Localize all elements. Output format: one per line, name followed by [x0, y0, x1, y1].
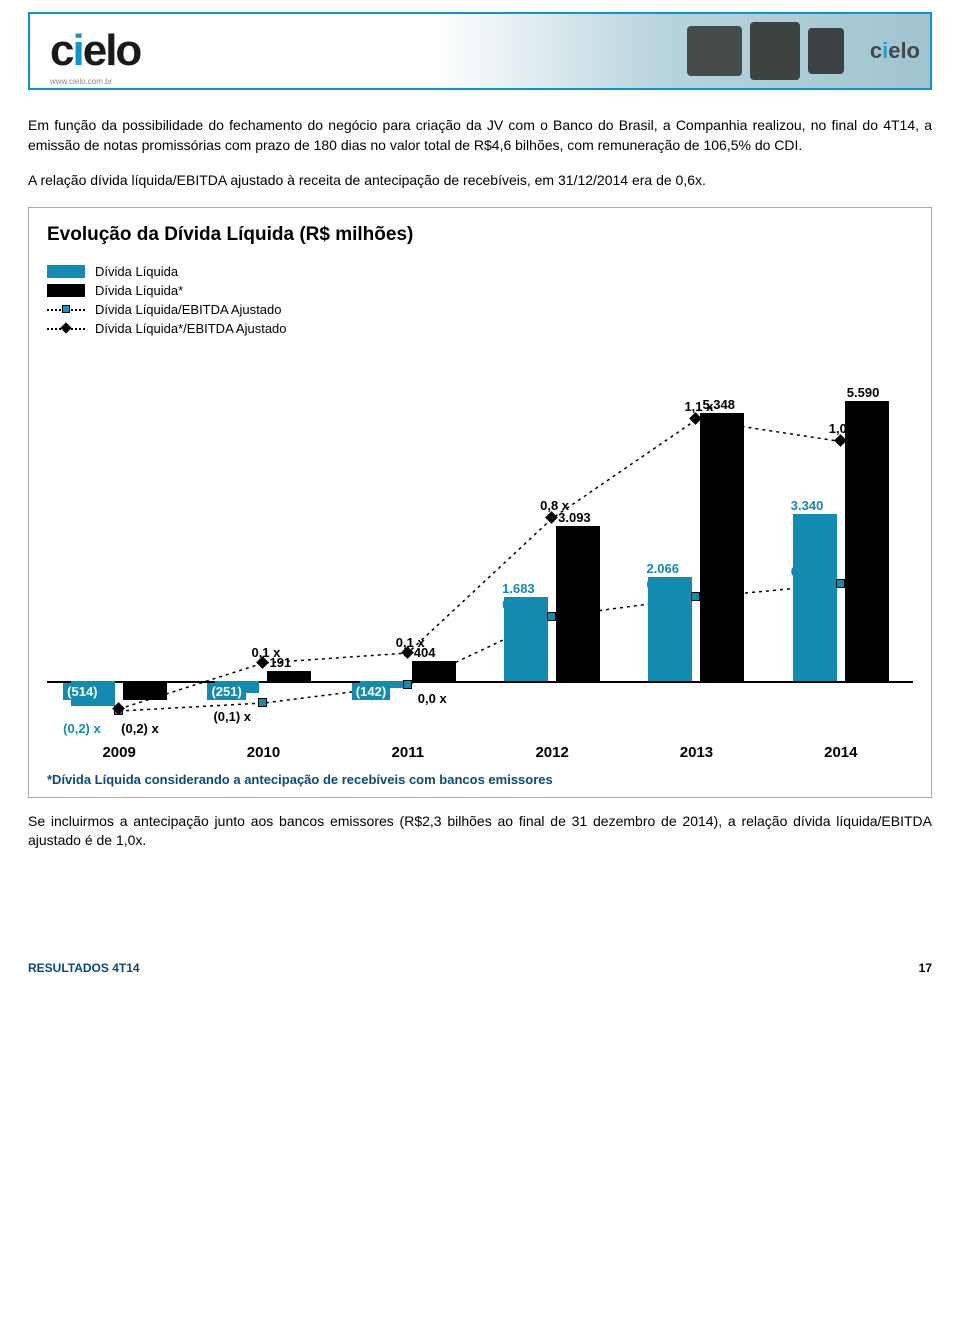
logo: cielo	[30, 26, 140, 76]
ratio-marker-square	[547, 612, 556, 621]
bar-value-label: 1.683	[502, 581, 535, 596]
legend-swatch	[47, 284, 85, 297]
chart-column: (251)191(0,1) x0,1 x	[191, 346, 335, 744]
bar-divida-liquida-star	[412, 661, 456, 681]
chart-container: Evolução da Dívida Líquida (R$ milhões) …	[28, 207, 932, 798]
paragraph: A relação dívida líquida/EBITDA ajustado…	[28, 171, 932, 191]
tablet-icon	[687, 26, 742, 76]
logo-text: elo	[83, 26, 141, 75]
bar-value-label: (251)	[207, 683, 245, 700]
legend-swatch	[47, 265, 85, 278]
chart-column: 2.0665.3480,4 x1,1 x	[624, 346, 768, 744]
legend-swatch	[47, 322, 85, 335]
ratio-marker-square	[691, 592, 700, 601]
logo-text-accent: i	[72, 26, 82, 75]
ratio-label: 0,6 x	[791, 564, 820, 579]
bar-value-label: (514)	[63, 683, 101, 700]
chart-title: Evolução da Dívida Líquida (R$ milhões)	[47, 224, 913, 246]
chart-column: 1.6833.0930,4 x0,8 x	[480, 346, 624, 744]
x-axis-labels: 200920102011201220132014	[47, 744, 913, 761]
year-label: 2013	[624, 744, 768, 761]
year-label: 2011	[336, 744, 480, 761]
year-label: 2010	[191, 744, 335, 761]
bar-value-label: (392)	[125, 683, 155, 698]
legend-item: Dívida Líquida*	[47, 283, 913, 298]
logo-text: c	[50, 26, 72, 75]
bar-value-label: 5.590	[847, 385, 880, 400]
ratio-marker-diamond	[545, 511, 558, 524]
small-logo: cielo	[870, 38, 920, 64]
paragraph: Em função da possibilidade do fechamento…	[28, 116, 932, 155]
bar-value-label: 3.340	[791, 498, 824, 513]
header-url: www.cielo.com.br	[30, 77, 112, 86]
ratio-label: 0,0 x	[418, 691, 447, 706]
chart-legend: Dívida Líquida Dívida Líquida* Dívida Lí…	[47, 264, 913, 336]
footer-section: RESULTADOS 4T14	[28, 961, 140, 975]
chart-column: 3.340 5.590 0,6 x 1,0 x	[769, 346, 913, 744]
ratio-marker-square	[403, 680, 412, 689]
legend-item: Dívida Líquida*/EBITDA Ajustado	[47, 321, 913, 336]
ratio-star-label: 0,8 x	[540, 498, 569, 513]
ratio-star-label: 0,1 x	[396, 635, 425, 650]
chart-column: (142)4040,0 x0,1 x	[336, 346, 480, 744]
legend-label: Dívida Líquida*/EBITDA Ajustado	[95, 321, 287, 336]
page-footer: RESULTADOS 4T14 17	[28, 961, 932, 975]
ratio-star-label: 1,1 x	[684, 399, 713, 414]
chart-footnote: *Dívida Líquida considerando a antecipaç…	[47, 772, 913, 787]
post-chart-text: Se incluirmos a antecipação junto aos ba…	[28, 812, 932, 851]
ratio-star-label: 1,0 x	[829, 421, 858, 436]
ratio-label: (0,2) x	[63, 721, 101, 736]
header-banner: cielo www.cielo.com.br cielo	[28, 12, 932, 90]
ratio-marker-square	[258, 698, 267, 707]
bar-divida-liquida-star	[700, 413, 744, 680]
bar-divida-liquida	[793, 514, 837, 681]
page-number: 17	[919, 961, 932, 975]
body-text: Em função da possibilidade do fechamento…	[28, 116, 932, 191]
ratio-star-label: 0,1 x	[251, 645, 280, 660]
bar-value-label: (142)	[352, 683, 390, 700]
chart-column: (514) (392) (0,2) x (0,2) x	[47, 346, 191, 744]
ratio-label: 0,4 x	[502, 597, 531, 612]
legend-label: Dívida Líquida/EBITDA Ajustado	[95, 302, 281, 317]
header-devices: cielo	[687, 22, 920, 80]
year-label: 2014	[769, 744, 913, 761]
bar-value-label: 2.066	[646, 561, 679, 576]
legend-item: Dívida Líquida	[47, 264, 913, 279]
ratio-label: (0,1) x	[213, 709, 251, 724]
ratio-marker-square	[836, 579, 845, 588]
device-icon	[808, 28, 844, 74]
bar-divida-liquida-star	[556, 526, 600, 681]
device-icon	[750, 22, 800, 80]
bar-divida-liquida-star	[845, 401, 889, 681]
bar-divida-liquida	[648, 577, 692, 680]
ratio-star-label: (0,2) x	[121, 721, 159, 736]
ratio-label: 0,4 x	[646, 577, 675, 592]
legend-item: Dívida Líquida/EBITDA Ajustado	[47, 302, 913, 317]
year-label: 2009	[47, 744, 191, 761]
legend-label: Dívida Líquida	[95, 264, 178, 279]
legend-swatch	[47, 303, 85, 316]
bar-divida-liquida-star	[267, 671, 311, 681]
chart-plot-area: 200920102011201220132014 (514) (392) (0,2)…	[47, 346, 913, 766]
year-label: 2012	[480, 744, 624, 761]
legend-label: Dívida Líquida*	[95, 283, 183, 298]
